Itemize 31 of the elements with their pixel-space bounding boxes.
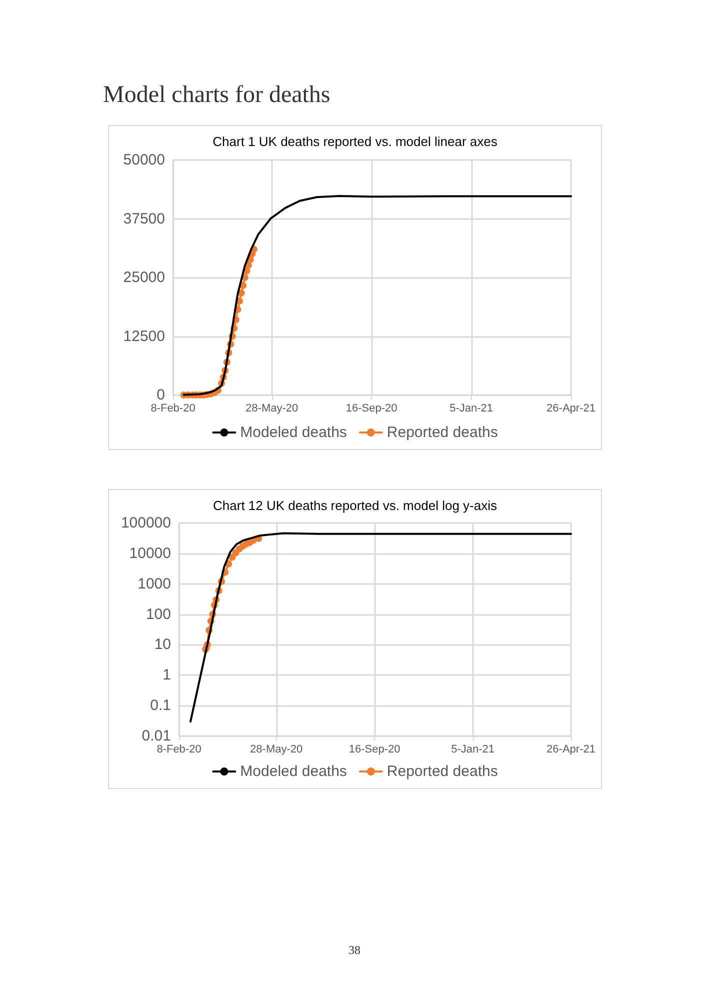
legend-label: Modeled deaths [240,763,347,780]
y-tick-label: 12500 [123,328,165,345]
x-tick-label: 5-Jan-21 [451,744,494,756]
x-tick-label: 16-Sep-20 [346,402,398,414]
y-tick-label: 0 [156,386,165,404]
text: Model charts for deaths [103,82,330,109]
y-tick-label: 100 [146,606,171,623]
chart-title: Chart 1 UK deaths reported vs. model linear axes [212,134,498,149]
legend-label: Modeled deaths [240,424,347,441]
chart-title: Chart 12 UK deaths reported vs. model log y-axis [213,498,498,513]
y-tick-label: 10 [154,636,171,654]
text: 38 [348,943,362,958]
x-tick-label: 16-Sep-20 [348,744,400,756]
y-tick-label: 37500 [123,210,165,228]
x-tick-label: 26-Apr-21 [546,744,596,756]
x-tick-label: 5-Jan-21 [450,402,493,414]
legend-label: Reported deaths [386,424,498,441]
x-tick-label: 28-May-20 [246,402,298,414]
y-tick-label: 100000 [120,514,171,532]
x-tick-label: 8-Feb-20 [156,744,202,756]
x-tick-label: 8-Feb-20 [150,402,196,414]
y-tick-label: 0.1 [150,697,171,714]
y-tick-label: 1000 [138,575,171,592]
y-tick-label: 50000 [123,152,165,168]
y-tick-label: 0.01 [142,728,171,744]
y-tick-label: 25000 [123,269,165,286]
x-tick-label: 26-Apr-21 [546,402,596,414]
legend-label: Reported deaths [386,763,498,780]
y-tick-label: 10000 [129,544,171,562]
x-tick-label: 28-May-20 [250,744,303,756]
y-tick-label: 1 [162,666,171,684]
